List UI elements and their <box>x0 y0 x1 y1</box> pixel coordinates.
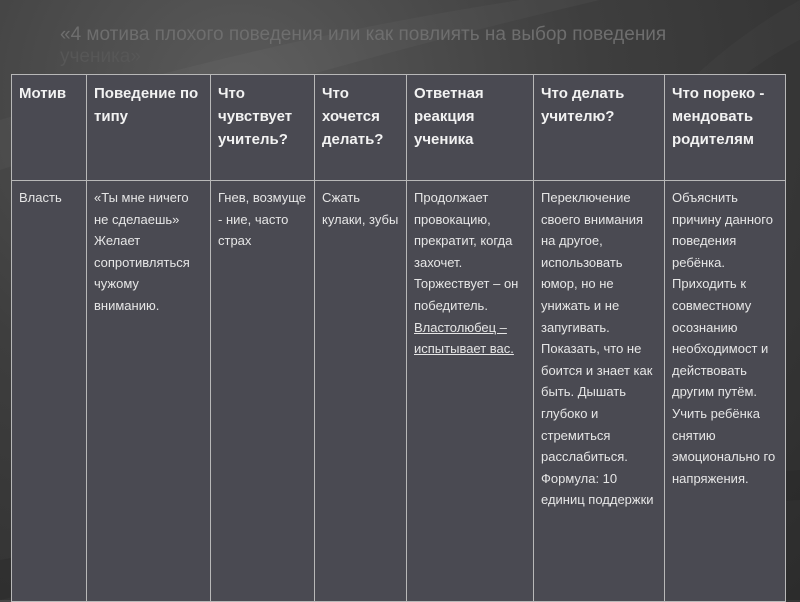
cell-teacher-action: Переключение своего внимания на другое, … <box>533 180 665 602</box>
slide-title-line1: «4 мотива плохого поведения или как повл… <box>60 24 667 45</box>
header-cell-parents-advice: Что пореко - мендовать родителям <box>664 74 786 181</box>
cell-student-response: Продолжает провокацию, прекратит, когда … <box>406 180 534 602</box>
slide-title-line2: ученика» <box>60 46 141 67</box>
cell-behavior: «Ты мне ничего не сделаешь» Желает сопро… <box>86 180 211 602</box>
cell-wants-to-do: Сжать кулаки, зубы <box>314 180 407 602</box>
cell-teacher-feels: Гнев, возмуще - ние, часто страх <box>210 180 315 602</box>
behavior-table: Мотив Поведение по типу Что чувствует уч… <box>11 74 786 602</box>
header-cell-behavior: Поведение по типу <box>86 74 211 181</box>
cell-motive: Власть <box>11 180 87 602</box>
header-cell-student-response: Ответная реакция ученика <box>406 74 534 181</box>
header-cell-teacher-action: Что делать учителю? <box>533 74 665 181</box>
cell-student-response-text: Продолжает провокацию, прекратит, когда … <box>414 190 519 313</box>
header-row: Мотив Поведение по типу Что чувствует уч… <box>11 74 786 181</box>
slide-title: «4 мотива плохого поведения или как повл… <box>60 24 760 76</box>
cell-parents-advice: Объяснить причину данного поведения ребё… <box>664 180 786 602</box>
table-row: Власть «Ты мне ничего не сделаешь» Желае… <box>11 180 786 602</box>
header-cell-teacher-feels: Что чувствует учитель? <box>210 74 315 181</box>
header-cell-wants-to-do: Что хочется делать? <box>314 74 407 181</box>
header-cell-motive: Мотив <box>11 74 87 181</box>
cell-student-response-underlined: Властолюбец – испытывает вас. <box>414 319 514 357</box>
